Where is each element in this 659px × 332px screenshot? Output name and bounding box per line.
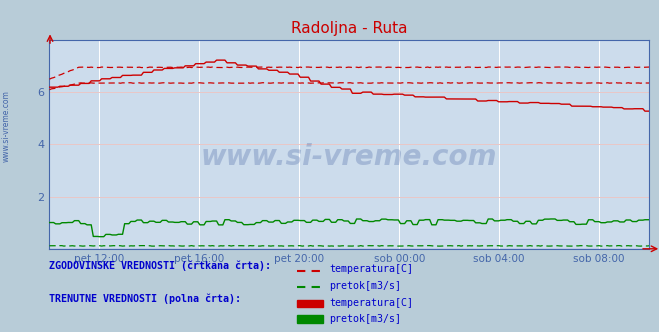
Text: pretok[m3/s]: pretok[m3/s] (330, 281, 401, 290)
Text: pretok[m3/s]: pretok[m3/s] (330, 314, 401, 324)
Text: www.si-vreme.com: www.si-vreme.com (201, 143, 498, 171)
Title: Radoljna - Ruta: Radoljna - Ruta (291, 21, 407, 36)
Text: temperatura[C]: temperatura[C] (330, 264, 413, 274)
Text: TRENUTNE VREDNOSTI (polna črta):: TRENUTNE VREDNOSTI (polna črta): (49, 294, 241, 304)
Text: ZGODOVINSKE VREDNOSTI (črtkana črta):: ZGODOVINSKE VREDNOSTI (črtkana črta): (49, 261, 272, 271)
Text: temperatura[C]: temperatura[C] (330, 298, 413, 308)
Text: www.si-vreme.com: www.si-vreme.com (2, 90, 11, 162)
